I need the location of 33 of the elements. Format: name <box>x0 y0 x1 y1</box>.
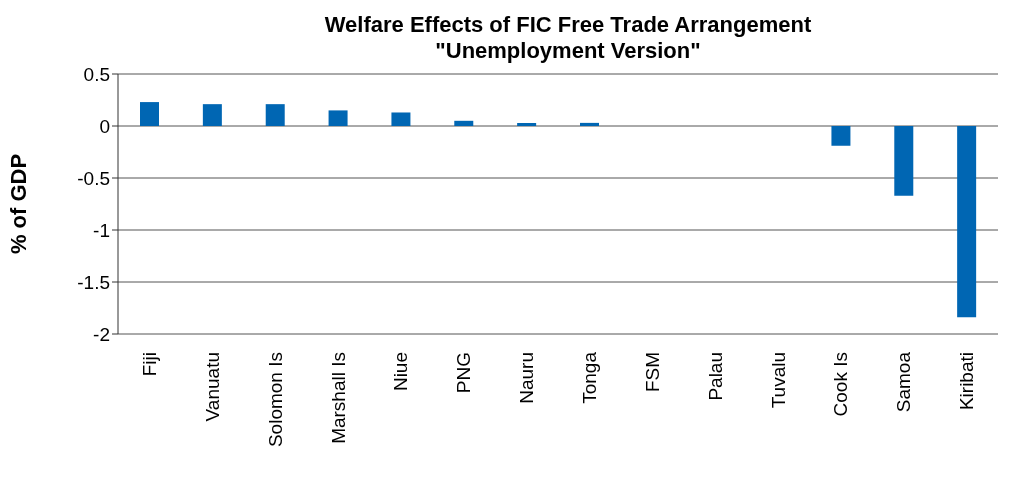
y-tick-label: -0.5 <box>77 167 110 189</box>
bar <box>957 126 977 318</box>
bar <box>328 110 348 126</box>
x-tick-label: Tuvalu <box>767 352 789 409</box>
x-tick-label: Nauru <box>516 352 538 404</box>
x-tick-label: Marshall Is <box>327 352 349 444</box>
x-tick-label: Tonga <box>578 351 600 404</box>
x-tick-label: PNG <box>453 352 475 394</box>
x-tick-label: Fiji <box>138 352 160 377</box>
bar <box>831 126 851 146</box>
bar <box>265 104 285 126</box>
y-tick-label: 0 <box>99 115 110 137</box>
bar <box>391 112 411 126</box>
bar <box>580 122 599 126</box>
bar <box>454 120 474 126</box>
x-tick-label: Solomon Is <box>264 352 286 448</box>
bar <box>517 122 537 126</box>
chart-title: Welfare Effects of FIC Free Trade Arrangement "Unemployment Version" <box>323 12 813 64</box>
x-tick-label: Niue <box>390 352 412 392</box>
x-tick-label: Cook Is <box>830 352 852 417</box>
x-tick-label: Vanuatu <box>201 352 223 422</box>
y-tick-label: -1 <box>93 219 110 241</box>
x-tick-label: Kiribati <box>956 352 978 411</box>
y-tick-label: -2 <box>93 323 110 345</box>
x-tick-label: FSM <box>641 352 663 393</box>
bar <box>202 104 222 126</box>
bar <box>140 102 159 126</box>
bar <box>894 126 914 196</box>
x-tick-label: Samoa <box>893 351 915 413</box>
y-axis-title: % of GDP <box>5 153 31 255</box>
y-tick-label: -1.5 <box>77 271 110 293</box>
x-tick-label: Palau <box>704 352 726 401</box>
y-tick-label: 0.5 <box>83 63 110 85</box>
